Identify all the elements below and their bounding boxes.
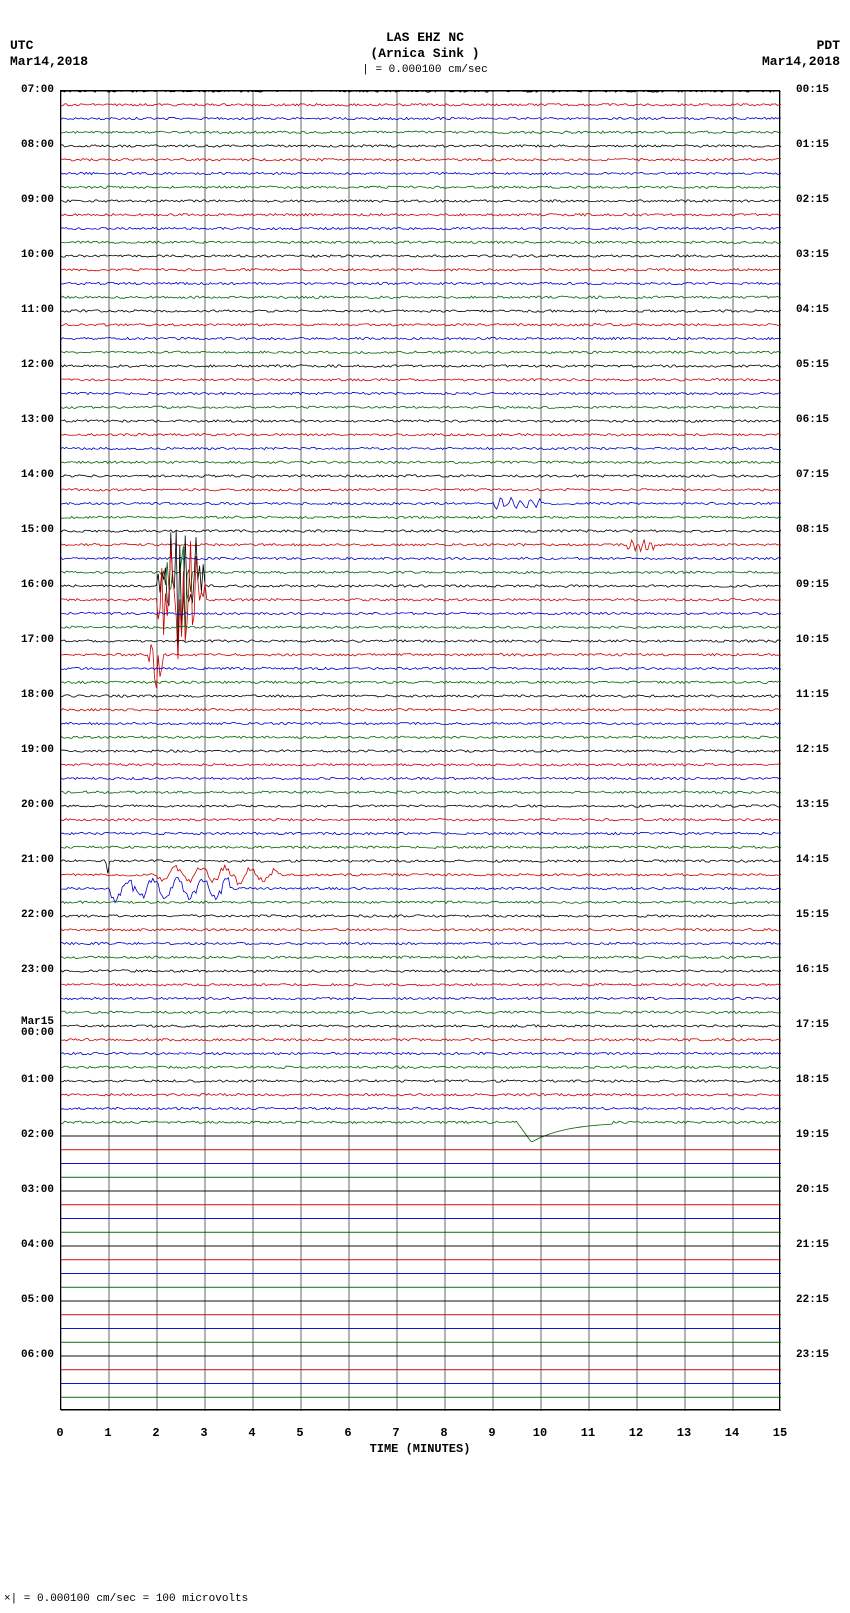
- utc-time-label: 20:00: [21, 799, 54, 811]
- x-tick-label: 2: [152, 1426, 159, 1440]
- utc-time-label: 06:00: [21, 1349, 54, 1361]
- tz-left-label: UTC: [10, 38, 33, 53]
- right-time-labels: 00:1501:1502:1503:1504:1505:1506:1507:15…: [792, 90, 850, 1410]
- utc-time-label: Mar1500:00: [21, 1017, 54, 1039]
- utc-time-label: 09:00: [21, 194, 54, 206]
- pdt-time-label: 06:15: [796, 414, 829, 426]
- utc-time-label: 21:00: [21, 854, 54, 866]
- left-time-labels: 07:0008:0009:0010:0011:0012:0013:0014:00…: [0, 90, 58, 1410]
- pdt-time-label: 14:15: [796, 854, 829, 866]
- x-tick-label: 7: [392, 1426, 399, 1440]
- x-tick-label: 6: [344, 1426, 351, 1440]
- seismogram-plot: [60, 90, 780, 1410]
- pdt-time-label: 01:15: [796, 139, 829, 151]
- x-tick-label: 10: [533, 1426, 547, 1440]
- x-tick-label: 15: [773, 1426, 787, 1440]
- utc-time-label: 02:00: [21, 1129, 54, 1141]
- pdt-time-label: 08:15: [796, 524, 829, 536]
- x-tick-label: 0: [56, 1426, 63, 1440]
- pdt-time-label: 03:15: [796, 249, 829, 261]
- pdt-time-label: 05:15: [796, 359, 829, 371]
- utc-time-label: 17:00: [21, 634, 54, 646]
- footer-scale: ×| = 0.000100 cm/sec = 100 microvolts: [4, 1593, 248, 1605]
- pdt-time-label: 07:15: [796, 469, 829, 481]
- x-tick-label: 12: [629, 1426, 643, 1440]
- pdt-time-label: 15:15: [796, 909, 829, 921]
- station-code: LAS EHZ NC: [0, 30, 850, 45]
- utc-time-label: 12:00: [21, 359, 54, 371]
- x-axis: TIME (MINUTES) 0123456789101112131415: [60, 1410, 780, 1460]
- pdt-time-label: 17:15: [796, 1019, 829, 1031]
- pdt-time-label: 02:15: [796, 194, 829, 206]
- utc-time-label: 15:00: [21, 524, 54, 536]
- utc-time-label: 04:00: [21, 1239, 54, 1251]
- utc-time-label: 08:00: [21, 139, 54, 151]
- utc-time-label: 01:00: [21, 1074, 54, 1086]
- pdt-time-label: 12:15: [796, 744, 829, 756]
- utc-time-label: 13:00: [21, 414, 54, 426]
- pdt-time-label: 09:15: [796, 579, 829, 591]
- scale-indicator: | = 0.000100 cm/sec: [0, 64, 850, 76]
- x-tick-label: 1: [104, 1426, 111, 1440]
- x-tick-label: 3: [200, 1426, 207, 1440]
- utc-time-label: 11:00: [21, 304, 54, 316]
- pdt-time-label: 20:15: [796, 1184, 829, 1196]
- pdt-time-label: 04:15: [796, 304, 829, 316]
- x-tick-label: 14: [725, 1426, 739, 1440]
- seismogram-svg: [61, 91, 781, 1411]
- utc-time-label: 19:00: [21, 744, 54, 756]
- pdt-time-label: 13:15: [796, 799, 829, 811]
- tz-right-label: PDT: [817, 38, 840, 53]
- utc-time-label: 07:00: [21, 84, 54, 96]
- pdt-time-label: 21:15: [796, 1239, 829, 1251]
- x-tick-label: 8: [440, 1426, 447, 1440]
- utc-time-label: 03:00: [21, 1184, 54, 1196]
- utc-time-label: 05:00: [21, 1294, 54, 1306]
- x-tick-label: 5: [296, 1426, 303, 1440]
- x-tick-label: 13: [677, 1426, 691, 1440]
- utc-time-label: 22:00: [21, 909, 54, 921]
- pdt-time-label: 10:15: [796, 634, 829, 646]
- x-tick-label: 4: [248, 1426, 255, 1440]
- station-location: (Arnica Sink ): [0, 46, 850, 61]
- utc-time-label: 14:00: [21, 469, 54, 481]
- utc-time-label: 23:00: [21, 964, 54, 976]
- pdt-time-label: 18:15: [796, 1074, 829, 1086]
- date-right-label: Mar14,2018: [762, 54, 840, 69]
- x-axis-title: TIME (MINUTES): [60, 1442, 780, 1456]
- date-left-label: Mar14,2018: [10, 54, 88, 69]
- x-tick-label: 9: [488, 1426, 495, 1440]
- pdt-time-label: 00:15: [796, 84, 829, 96]
- pdt-time-label: 19:15: [796, 1129, 829, 1141]
- x-tick-label: 11: [581, 1426, 595, 1440]
- pdt-time-label: 22:15: [796, 1294, 829, 1306]
- pdt-time-label: 16:15: [796, 964, 829, 976]
- pdt-time-label: 11:15: [796, 689, 829, 701]
- utc-time-label: 18:00: [21, 689, 54, 701]
- pdt-time-label: 23:15: [796, 1349, 829, 1361]
- utc-time-label: 16:00: [21, 579, 54, 591]
- utc-time-label: 10:00: [21, 249, 54, 261]
